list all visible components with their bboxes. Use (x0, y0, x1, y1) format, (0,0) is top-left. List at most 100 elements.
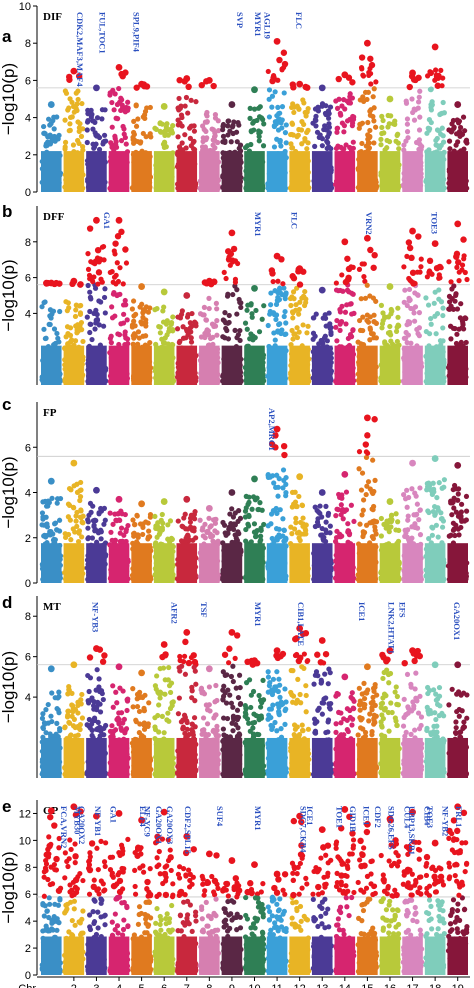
snp-point (275, 278, 281, 284)
snp-point (348, 290, 355, 296)
snp-point (228, 139, 234, 145)
chromosome-band (153, 151, 175, 192)
snp-point (455, 139, 461, 145)
snp-point (220, 121, 227, 128)
snp-point (404, 129, 411, 135)
snp-point (232, 327, 238, 333)
snp-point (404, 116, 411, 122)
snp-point (54, 330, 60, 337)
significant-snp-point (69, 280, 76, 288)
chromosome-7-points (174, 495, 199, 583)
snp-point (78, 133, 85, 139)
chromosome-band (402, 345, 423, 385)
snp-point (89, 336, 95, 343)
snp-point (214, 318, 220, 324)
snp-point (138, 139, 144, 145)
snp-point (222, 310, 228, 316)
snp-point (289, 120, 295, 126)
snp-point (428, 104, 434, 110)
chromosome-5-points (129, 80, 154, 192)
snp-point (388, 306, 394, 313)
snp-point (112, 313, 118, 319)
snp-point (234, 311, 240, 317)
snp-point (215, 139, 221, 146)
snp-point (124, 317, 130, 323)
snp-point (393, 328, 400, 334)
snp-point (114, 260, 120, 266)
peak-snp-point (47, 101, 55, 108)
significant-snp-point (112, 240, 119, 247)
snp-point (294, 325, 300, 331)
significant-snp-point (268, 267, 276, 274)
chromosome-band (379, 345, 401, 385)
chromosome-band (289, 345, 310, 385)
snp-point (382, 315, 388, 321)
snp-point (85, 536, 91, 542)
snp-point (85, 111, 91, 117)
snp-point (274, 510, 280, 516)
snp-point (146, 534, 153, 540)
snp-point (96, 134, 103, 141)
snp-point (359, 140, 365, 147)
significant-snp-point (225, 256, 233, 263)
snp-point (74, 523, 80, 530)
snp-point (130, 129, 137, 136)
snp-point (142, 108, 149, 115)
snp-point (301, 121, 307, 128)
chromosome-11-points (265, 37, 289, 192)
peak-snp-point (47, 477, 55, 485)
snp-point (266, 87, 273, 93)
significant-snp-point (370, 264, 377, 271)
significant-snp-point (281, 60, 289, 68)
snp-point (279, 327, 285, 333)
snp-point (147, 340, 153, 346)
peak-snp-point (160, 288, 168, 296)
snp-point (120, 281, 126, 287)
snp-point (380, 310, 386, 316)
snp-point (293, 307, 299, 313)
snp-point (341, 123, 348, 129)
snp-point (212, 112, 219, 118)
snp-point (66, 128, 72, 134)
chromosome-16-points (378, 283, 402, 385)
gene-label: MYR1 (253, 12, 263, 37)
significant-snp-point (410, 280, 417, 287)
significant-snp-point (434, 74, 442, 81)
snp-point (48, 315, 54, 321)
snp-point (123, 260, 130, 266)
snp-point (362, 89, 369, 95)
snp-point (438, 67, 444, 73)
chromosome-band (402, 151, 423, 192)
snp-point (317, 132, 323, 138)
snp-point (259, 316, 265, 322)
snp-point (258, 537, 264, 543)
snp-point (84, 314, 90, 320)
snp-point (230, 514, 237, 520)
snp-point (41, 533, 47, 539)
snp-point (272, 337, 278, 343)
snp-point (206, 295, 212, 301)
snp-point (87, 329, 93, 336)
snp-point (401, 335, 407, 341)
snp-point (359, 261, 365, 267)
snp-point (63, 90, 70, 96)
chromosome-2-points (62, 67, 86, 192)
snp-point (180, 335, 187, 341)
snp-point (318, 337, 324, 344)
snp-point (432, 289, 438, 295)
peak-snp-point (138, 500, 146, 508)
snp-point (291, 109, 297, 116)
snp-point (85, 517, 91, 523)
significant-snp-point (367, 246, 374, 254)
snp-point (304, 146, 310, 152)
significant-snp-point (278, 256, 285, 263)
snp-point (339, 103, 345, 109)
snp-point (103, 138, 109, 144)
snp-point (185, 110, 191, 116)
snp-point (379, 124, 385, 131)
snp-point (456, 278, 462, 284)
snp-point (349, 311, 355, 317)
peak-snp-point (386, 283, 394, 290)
significant-snp-point (426, 269, 433, 276)
peak-snp-point (160, 103, 168, 110)
